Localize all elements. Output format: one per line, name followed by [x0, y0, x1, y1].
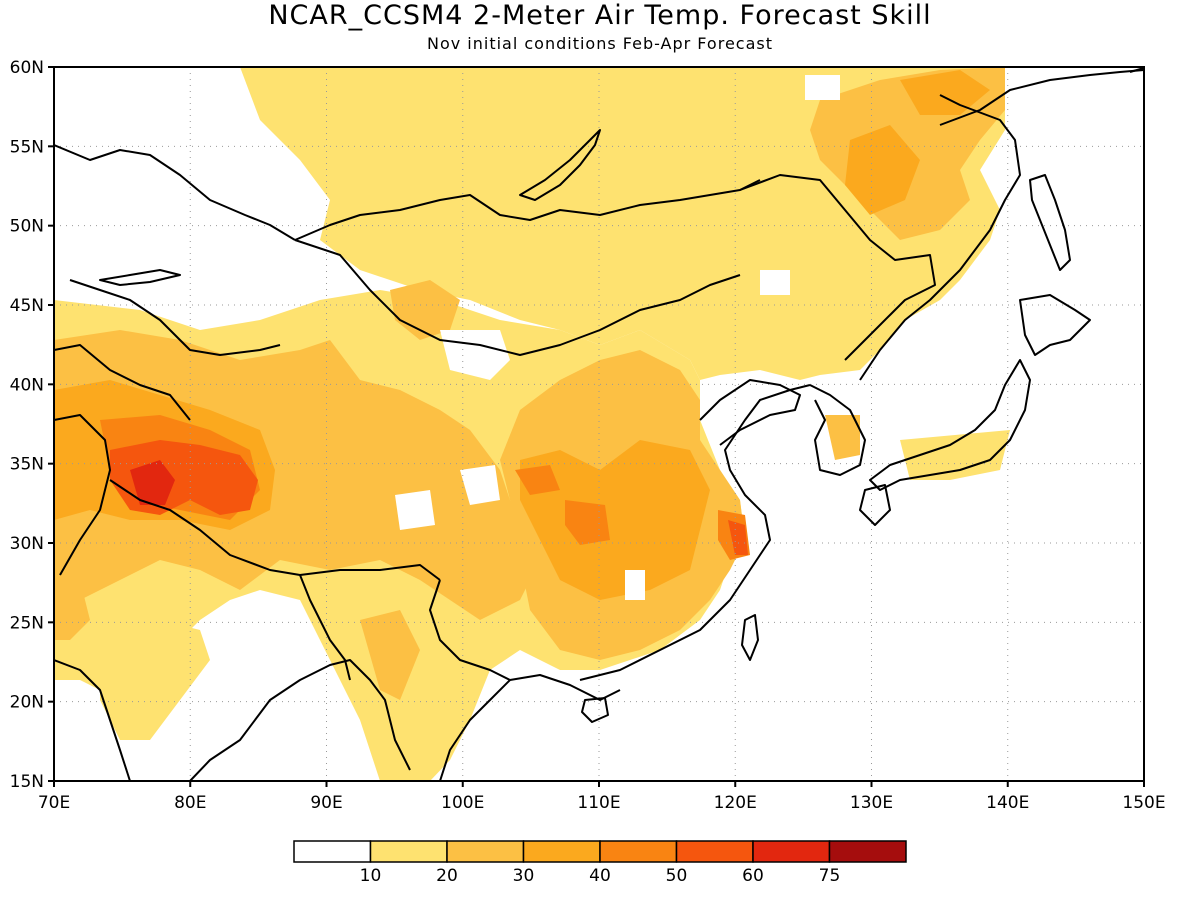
coastline-layer [54, 67, 1144, 781]
border-manchuria [739, 174, 936, 361]
legend-tick-label: 40 [589, 866, 611, 886]
shade-zone-60-kashmir [130, 460, 175, 505]
coast-okhotsk [939, 69, 1144, 126]
shade-zone-40-west2 [515, 465, 560, 495]
coast-india-west [54, 659, 131, 781]
border-kazakh-south [69, 279, 281, 356]
lat-tick-label: 50N [10, 217, 44, 237]
legend-tick-label: 30 [513, 866, 535, 886]
latitude-labels: 15N 20N 25N 30N 35N 40N 45N 50N 55N 60N [10, 58, 54, 792]
coast-far-east [859, 94, 1021, 381]
lat-tick-label: 20N [10, 693, 44, 713]
coast-korea [809, 384, 866, 476]
coast-bay-bengal [189, 659, 411, 781]
gap-zone-4 [625, 570, 645, 600]
shade-zone-india [100, 620, 210, 740]
shade-zone-north [240, 67, 1005, 380]
border-mongolia-north [294, 179, 761, 241]
lon-tick-label: 130E [850, 793, 893, 813]
border-central-asia [54, 144, 296, 241]
shade-zone-30-ne [900, 70, 990, 115]
lat-tick-label: 60N [10, 58, 44, 78]
skill-shading-layer [54, 67, 1010, 781]
border-myanmar-china [429, 579, 511, 681]
shade-zone-20-korea [825, 415, 860, 460]
legend-swatch [522, 840, 601, 863]
lon-tick-label: 110E [577, 793, 620, 813]
lat-tick-label: 55N [10, 137, 44, 157]
legend-swatch [752, 840, 831, 863]
map-title: NCAR_CCSM4 2-Meter Air Temp. Forecast Sk… [268, 0, 932, 31]
lat-tick-label: 35N [10, 455, 44, 475]
legend-swatch [828, 840, 907, 863]
lat-tick-label: 45N [10, 296, 44, 316]
legend-swatch [599, 840, 678, 863]
coast-hokkaido [1019, 294, 1091, 356]
longitude-labels: 70E 80E 90E 100E 110E 120E 130E 140E 150E [38, 781, 1166, 813]
lon-tick-label: 90E [310, 793, 342, 813]
shade-zone-50-coast [728, 520, 748, 555]
coast-hainan [581, 697, 609, 723]
shade-zone-20-bengal [360, 610, 420, 700]
legend-swatch [446, 840, 525, 863]
lat-tick-label: 25N [10, 613, 44, 633]
legend-tick-label: 50 [666, 866, 688, 886]
lon-tick-label: 140E [986, 793, 1029, 813]
lon-tick-label: 150E [1122, 793, 1165, 813]
border-kyrgyz [54, 344, 191, 421]
shade-zone-30-east [520, 440, 710, 600]
coast-lake-baikal [519, 129, 601, 201]
legend-swatch [369, 840, 448, 863]
shade-zone-japan [900, 430, 1010, 480]
gap-zone-3 [395, 490, 435, 530]
coast-bohai [699, 379, 801, 446]
gap-zone-6 [805, 75, 840, 100]
legend-tick-label: 20 [436, 866, 458, 886]
lat-tick-label: 30N [10, 534, 44, 554]
gap-zone-2 [460, 465, 500, 505]
lon-tick-label: 100E [441, 793, 484, 813]
coast-sakhalin [1029, 174, 1071, 271]
legend-swatch [675, 840, 754, 863]
coast-honshu [869, 359, 1031, 491]
border-afghan [54, 414, 111, 576]
shade-zone-20-pakistan [54, 580, 90, 640]
border-himalaya [109, 479, 441, 581]
border-mongolia-south [294, 239, 741, 356]
legend-tick-label: 75 [819, 866, 841, 886]
coast-taiwan [741, 614, 759, 661]
lon-tick-label: 120E [714, 793, 757, 813]
lat-tick-label: 40N [10, 375, 44, 395]
coast-lake-balkhash [99, 269, 181, 286]
lon-tick-label: 70E [38, 793, 70, 813]
legend-swatch [293, 840, 372, 863]
shade-zone-30-siberia [845, 125, 920, 215]
lat-tick-label: 15N [10, 772, 44, 792]
coast-china-east [579, 384, 811, 681]
border-india-myanmar [299, 574, 351, 681]
map-subtitle: Nov initial conditions Feb-Apr Forecast [426, 34, 773, 53]
coast-kamchatka [1129, 67, 1144, 73]
shade-zone-20-mongolia [390, 280, 460, 340]
lat-lon-grid [54, 67, 1144, 781]
legend-tick-label: 60 [742, 866, 764, 886]
gap-zone-5 [760, 270, 790, 295]
coast-kyushu [859, 484, 891, 526]
legend-colorbar: 10 20 30 40 50 60 75 [293, 840, 907, 886]
legend-tick-label: 10 [360, 866, 382, 886]
lon-tick-label: 80E [174, 793, 206, 813]
coast-indochina [439, 674, 621, 781]
